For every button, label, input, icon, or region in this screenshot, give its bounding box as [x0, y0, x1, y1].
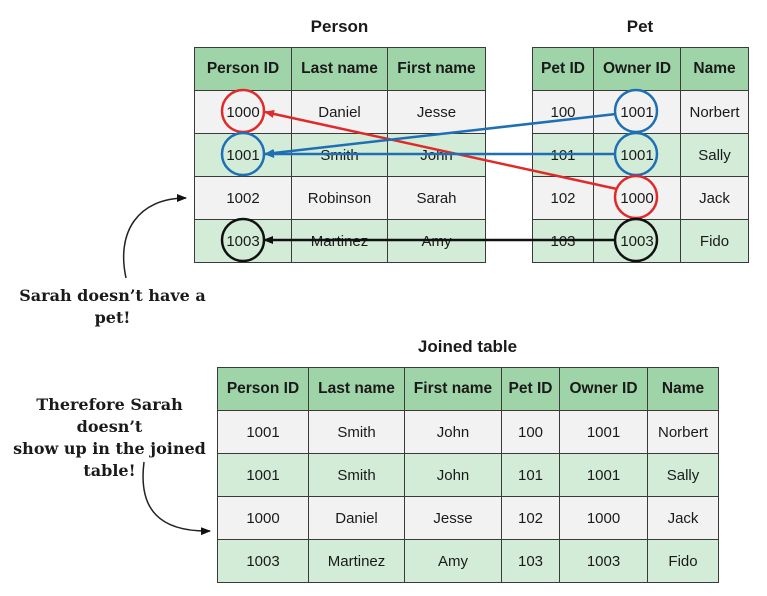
no-pet-callout-arrow: [122, 194, 187, 279]
highlight-circle-owner-1003: [613, 217, 659, 263]
pet-id-cell: 100: [501, 410, 560, 454]
owner-id-cell: 1003: [559, 539, 648, 583]
pet-name-cell: Fido: [680, 219, 749, 263]
table-row: 1002 Robinson Sarah: [194, 176, 486, 220]
header-pet-name: Name: [647, 367, 719, 411]
pet-name-cell: Sally: [647, 453, 719, 497]
last-name-cell: Robinson: [291, 176, 388, 220]
first-name-cell: Jesse: [404, 496, 502, 540]
pet-id-cell: 102: [501, 496, 560, 540]
excluded-callout-arrow: [142, 461, 211, 536]
pet-name-cell: Fido: [647, 539, 719, 583]
highlight-circle-person-1001: [220, 131, 266, 177]
excluded-note-line: show up in the joined: [13, 439, 206, 458]
table-row: 102 1000 Jack: [532, 176, 749, 220]
header-owner-id: Owner ID: [559, 367, 648, 411]
table-row: 101 1001 Sally: [532, 133, 749, 177]
pet-table-title: Pet: [626, 17, 654, 36]
first-name-cell: Amy: [404, 539, 502, 583]
owner-id-cell: 1001: [559, 410, 648, 454]
header-person-id: Person ID: [217, 367, 309, 411]
table-row: 1001 Smith John 100 1001 Norbert: [217, 410, 719, 454]
pet-header-row: Pet ID Owner ID Name: [532, 47, 749, 91]
last-name-cell: Smith: [308, 453, 405, 497]
excluded-note: Therefore Sarah doesn’t show up in the j…: [2, 394, 217, 482]
header-first-name: First name: [387, 47, 486, 91]
highlight-circle-person-1003: [220, 217, 266, 263]
joined-table-title: Joined table: [417, 337, 518, 356]
table-row: 1000 Daniel Jesse: [194, 90, 486, 134]
pet-name-cell: Sally: [680, 133, 749, 177]
header-pet-id: Pet ID: [501, 367, 560, 411]
highlight-circle-owner-1001-sally: [613, 131, 659, 177]
owner-id-cell: 1000: [593, 176, 681, 220]
pet-id-cell: 103: [501, 539, 560, 583]
person-id-cell: 1000: [217, 496, 309, 540]
owner-id-cell: 1000: [559, 496, 648, 540]
person-table-title: Person: [310, 17, 369, 36]
pet-name-cell: Norbert: [647, 410, 719, 454]
last-name-cell: Daniel: [291, 90, 388, 134]
match-arrow-1001-norbert: [264, 112, 617, 157]
excluded-note-line: Therefore Sarah doesn’t: [36, 395, 183, 436]
pet-name-cell: Jack: [647, 496, 719, 540]
table-row: 1000 Daniel Jesse 102 1000 Jack: [217, 496, 719, 540]
person-id-cell: 1000: [194, 90, 292, 134]
match-arrow-1000: [264, 110, 618, 191]
pet-name-cell: Norbert: [680, 90, 749, 134]
last-name-cell: Smith: [308, 410, 405, 454]
joined-header-row: Person ID Last name First name Pet ID Ow…: [217, 367, 719, 411]
joined-table: Person ID Last name First name Pet ID Ow…: [217, 367, 719, 583]
highlight-circle-person-1000: [220, 88, 266, 134]
table-row: 1003 Martinez Amy 103 1003 Fido: [217, 539, 719, 583]
header-first-name: First name: [404, 367, 502, 411]
last-name-cell: Daniel: [308, 496, 405, 540]
last-name-cell: Martinez: [308, 539, 405, 583]
header-pet-name: Name: [680, 47, 749, 91]
header-last-name: Last name: [291, 47, 388, 91]
pet-name-cell: Jack: [680, 176, 749, 220]
table-row: 1001 Smith John: [194, 133, 486, 177]
no-pet-note-line: pet!: [94, 308, 131, 327]
person-id-cell: 1003: [217, 539, 309, 583]
excluded-note-line: table!: [83, 461, 136, 480]
header-owner-id: Owner ID: [593, 47, 681, 91]
person-header-row: Person ID Last name First name: [194, 47, 486, 91]
no-pet-note-line: Sarah doesn’t have a: [19, 286, 206, 305]
person-id-cell: 1001: [217, 410, 309, 454]
person-id-cell: 1002: [194, 176, 292, 220]
highlight-circle-owner-1001-norbert: [613, 88, 659, 134]
first-name-cell: John: [404, 410, 502, 454]
highlight-circle-owner-1000: [613, 174, 659, 220]
no-pet-note: Sarah doesn’t have a pet!: [5, 285, 220, 329]
pet-id-cell: 102: [532, 176, 594, 220]
